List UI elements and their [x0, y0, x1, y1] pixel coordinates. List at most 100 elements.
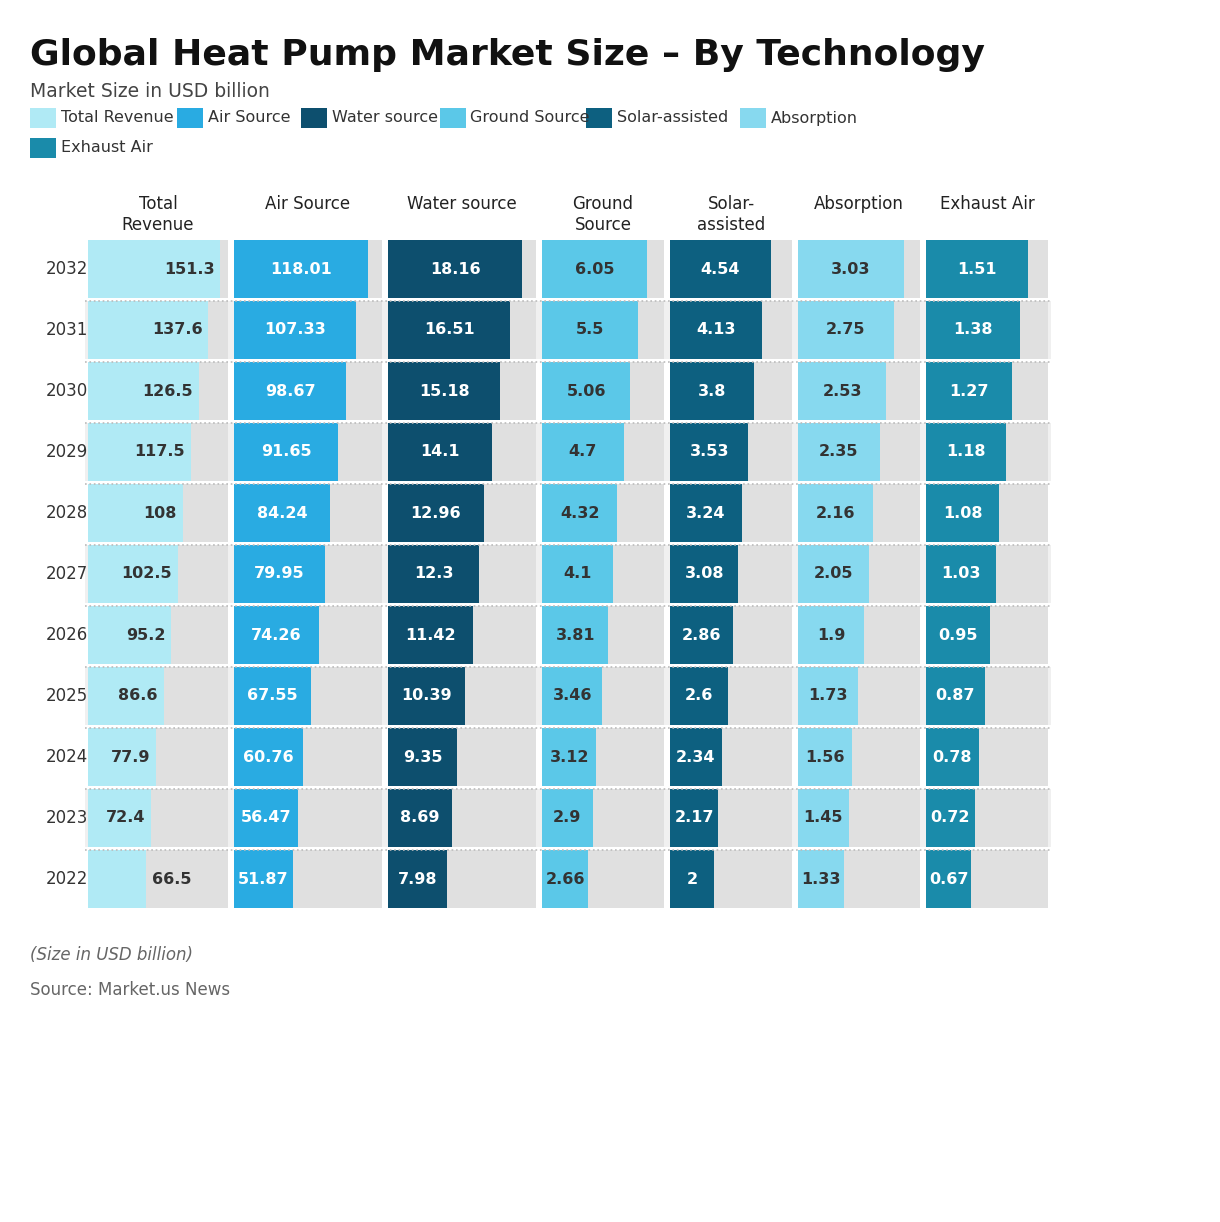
Bar [234, 484, 329, 543]
Bar [798, 545, 870, 602]
Bar [926, 728, 978, 786]
Bar [926, 240, 1028, 298]
Text: 3.08: 3.08 [684, 567, 723, 582]
Bar [234, 606, 382, 664]
Bar [234, 423, 338, 481]
Bar [542, 484, 664, 543]
Bar [542, 484, 617, 543]
Bar [30, 138, 56, 158]
Bar [926, 423, 1006, 481]
Text: 2023: 2023 [45, 809, 88, 827]
Bar [542, 362, 664, 420]
Bar [926, 667, 1048, 725]
Text: 0.87: 0.87 [936, 688, 975, 704]
Text: 0.72: 0.72 [931, 810, 970, 826]
Text: 2028: 2028 [46, 503, 88, 522]
Bar [926, 789, 1048, 847]
Text: 2: 2 [687, 871, 698, 886]
Text: 126.5: 126.5 [142, 384, 193, 398]
Bar [234, 301, 356, 359]
Text: 3.03: 3.03 [831, 262, 871, 276]
Bar [542, 789, 593, 847]
Bar [798, 606, 920, 664]
Text: 2029: 2029 [46, 444, 88, 461]
Bar [388, 423, 493, 481]
Text: Air Source: Air Source [266, 196, 350, 213]
Bar [30, 108, 56, 128]
Text: 2.05: 2.05 [814, 567, 854, 582]
Bar [798, 301, 894, 359]
Bar [88, 728, 156, 786]
Bar [542, 667, 664, 725]
Text: 2030: 2030 [46, 382, 88, 400]
Text: 137.6: 137.6 [151, 323, 203, 337]
Bar [234, 301, 382, 359]
Text: 3.53: 3.53 [689, 445, 728, 459]
Bar [926, 484, 999, 543]
Bar [670, 667, 727, 725]
Bar [670, 240, 792, 298]
Text: 4.7: 4.7 [569, 445, 597, 459]
Bar [798, 667, 859, 725]
Text: 2.75: 2.75 [826, 323, 866, 337]
Bar [542, 789, 664, 847]
Text: 16.51: 16.51 [423, 323, 475, 337]
Bar [234, 789, 298, 847]
Bar [388, 301, 510, 359]
Text: 102.5: 102.5 [121, 567, 172, 582]
Text: 1.9: 1.9 [817, 628, 845, 643]
Bar [926, 851, 1048, 908]
Bar [439, 108, 466, 128]
Bar [670, 545, 738, 602]
Text: Global Heat Pump Market Size – By Technology: Global Heat Pump Market Size – By Techno… [30, 38, 985, 72]
Bar [926, 240, 1048, 298]
Bar [926, 484, 1048, 543]
Bar [798, 545, 920, 602]
Bar [88, 667, 228, 725]
Bar [88, 362, 228, 420]
Text: 10.39: 10.39 [401, 688, 451, 704]
Bar [388, 606, 536, 664]
Text: 151.3: 151.3 [163, 262, 215, 276]
Text: 2.86: 2.86 [682, 628, 721, 643]
Bar [88, 851, 146, 908]
Bar [798, 484, 874, 543]
Text: 4.13: 4.13 [697, 323, 736, 337]
Text: 2024: 2024 [46, 748, 88, 766]
Text: 95.2: 95.2 [126, 628, 165, 643]
Bar [234, 362, 382, 420]
Bar [670, 667, 792, 725]
Bar [388, 851, 536, 908]
Bar [542, 545, 614, 602]
Bar [388, 545, 536, 602]
Bar [388, 484, 536, 543]
Bar [926, 728, 1048, 786]
Text: 56.47: 56.47 [240, 810, 292, 826]
Text: 1.45: 1.45 [804, 810, 843, 826]
Text: 72.4: 72.4 [106, 810, 145, 826]
Bar [388, 240, 536, 298]
Bar [926, 789, 975, 847]
Bar [388, 240, 522, 298]
Text: 9.35: 9.35 [403, 749, 443, 765]
Bar [88, 423, 228, 481]
Bar [798, 240, 904, 298]
Text: 1.56: 1.56 [805, 749, 845, 765]
Bar [798, 484, 920, 543]
Bar [85, 301, 1050, 359]
Bar [926, 606, 991, 664]
Text: Absorption: Absorption [814, 196, 904, 213]
Text: Solar-
assisted: Solar- assisted [697, 196, 765, 233]
Bar [670, 728, 792, 786]
Bar [798, 423, 880, 481]
Text: 2022: 2022 [45, 870, 88, 888]
Text: Absorption: Absorption [771, 110, 858, 126]
Bar [85, 667, 1050, 725]
Bar [542, 301, 638, 359]
Text: 6.05: 6.05 [575, 262, 615, 276]
Bar [542, 545, 664, 602]
Text: 1.51: 1.51 [958, 262, 997, 276]
Bar [88, 423, 190, 481]
Bar [234, 606, 318, 664]
Bar [234, 240, 382, 298]
